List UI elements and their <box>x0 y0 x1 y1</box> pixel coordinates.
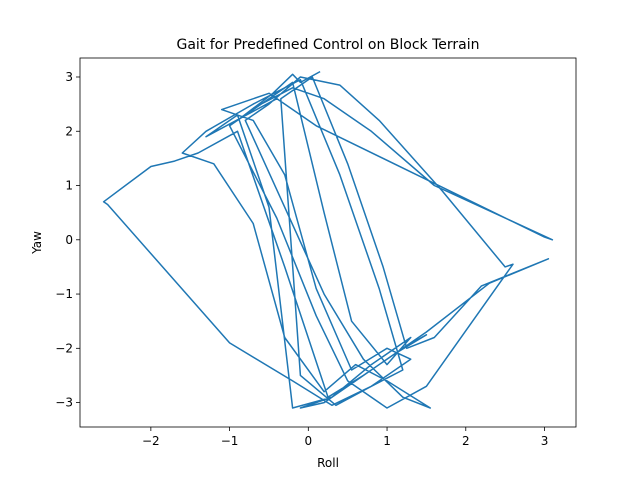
x-tick-label: 1 <box>383 434 391 448</box>
y-tick-label: 1 <box>65 179 73 193</box>
x-tick-label: 2 <box>462 434 470 448</box>
plot-area-frame <box>79 57 577 428</box>
y-tick-label: −3 <box>55 396 73 410</box>
x-axis-label: Roll <box>317 456 339 470</box>
y-tick-label: 3 <box>65 70 73 84</box>
plot-lines <box>102 70 554 409</box>
y-axis: −3 −2 −1 0 1 2 3 <box>55 70 80 410</box>
x-tick-label: 3 <box>541 434 549 448</box>
y-tick-label: 2 <box>65 124 73 138</box>
x-tick-label: −1 <box>221 434 239 448</box>
y-axis-label: Yaw <box>30 231 44 255</box>
x-tick-label: −2 <box>142 434 160 448</box>
y-tick-label: −1 <box>55 287 73 301</box>
series-line-0 <box>102 70 554 409</box>
x-tick-label: 0 <box>304 434 312 448</box>
y-tick-label: 0 <box>65 233 73 247</box>
chart-title: Gait for Predefined Control on Block Ter… <box>176 37 479 53</box>
y-tick-label: −2 <box>55 341 73 355</box>
x-axis: −2 −1 0 1 2 3 <box>142 427 548 448</box>
